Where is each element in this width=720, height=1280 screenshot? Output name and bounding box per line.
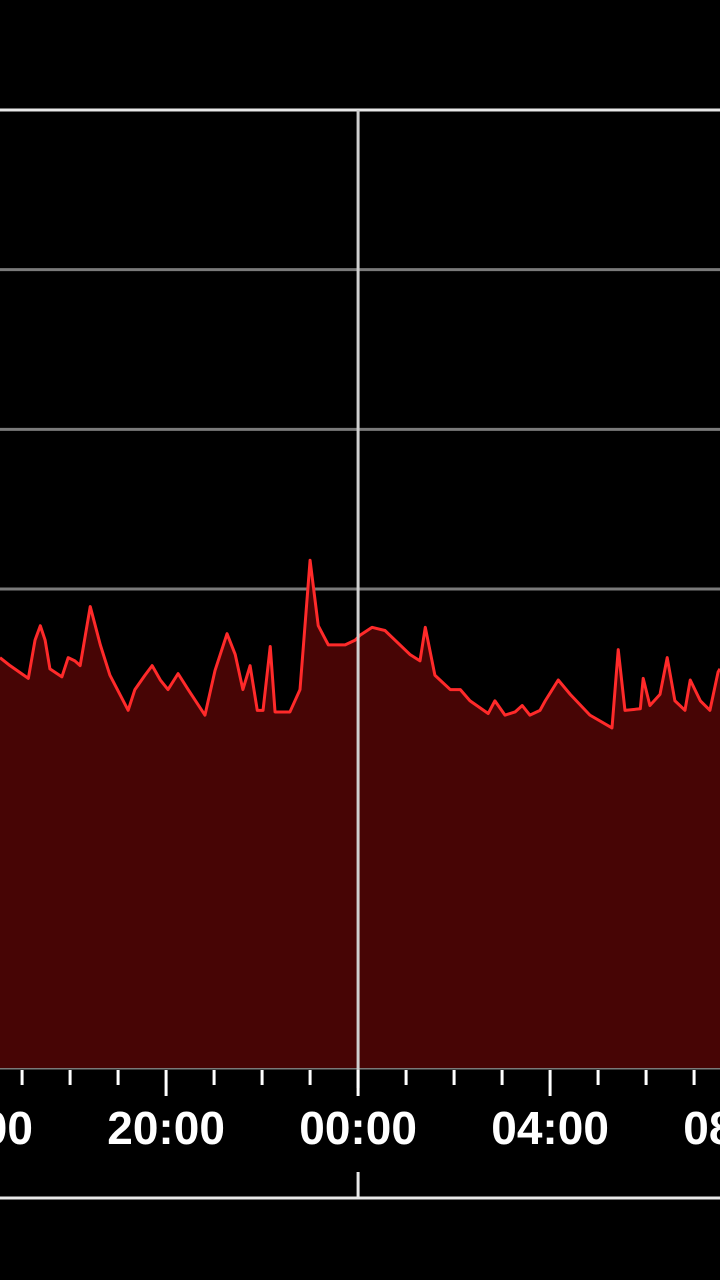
x-tick-label: 08:00 <box>683 1102 720 1154</box>
x-tick-label: 00:00 <box>299 1102 417 1154</box>
area-fill <box>0 560 720 1068</box>
x-tick-label: 04:00 <box>491 1102 609 1154</box>
data-line <box>0 558 720 730</box>
x-tick-label: 16:00 <box>0 1102 33 1154</box>
x-tick-label: 20:00 <box>107 1102 225 1154</box>
